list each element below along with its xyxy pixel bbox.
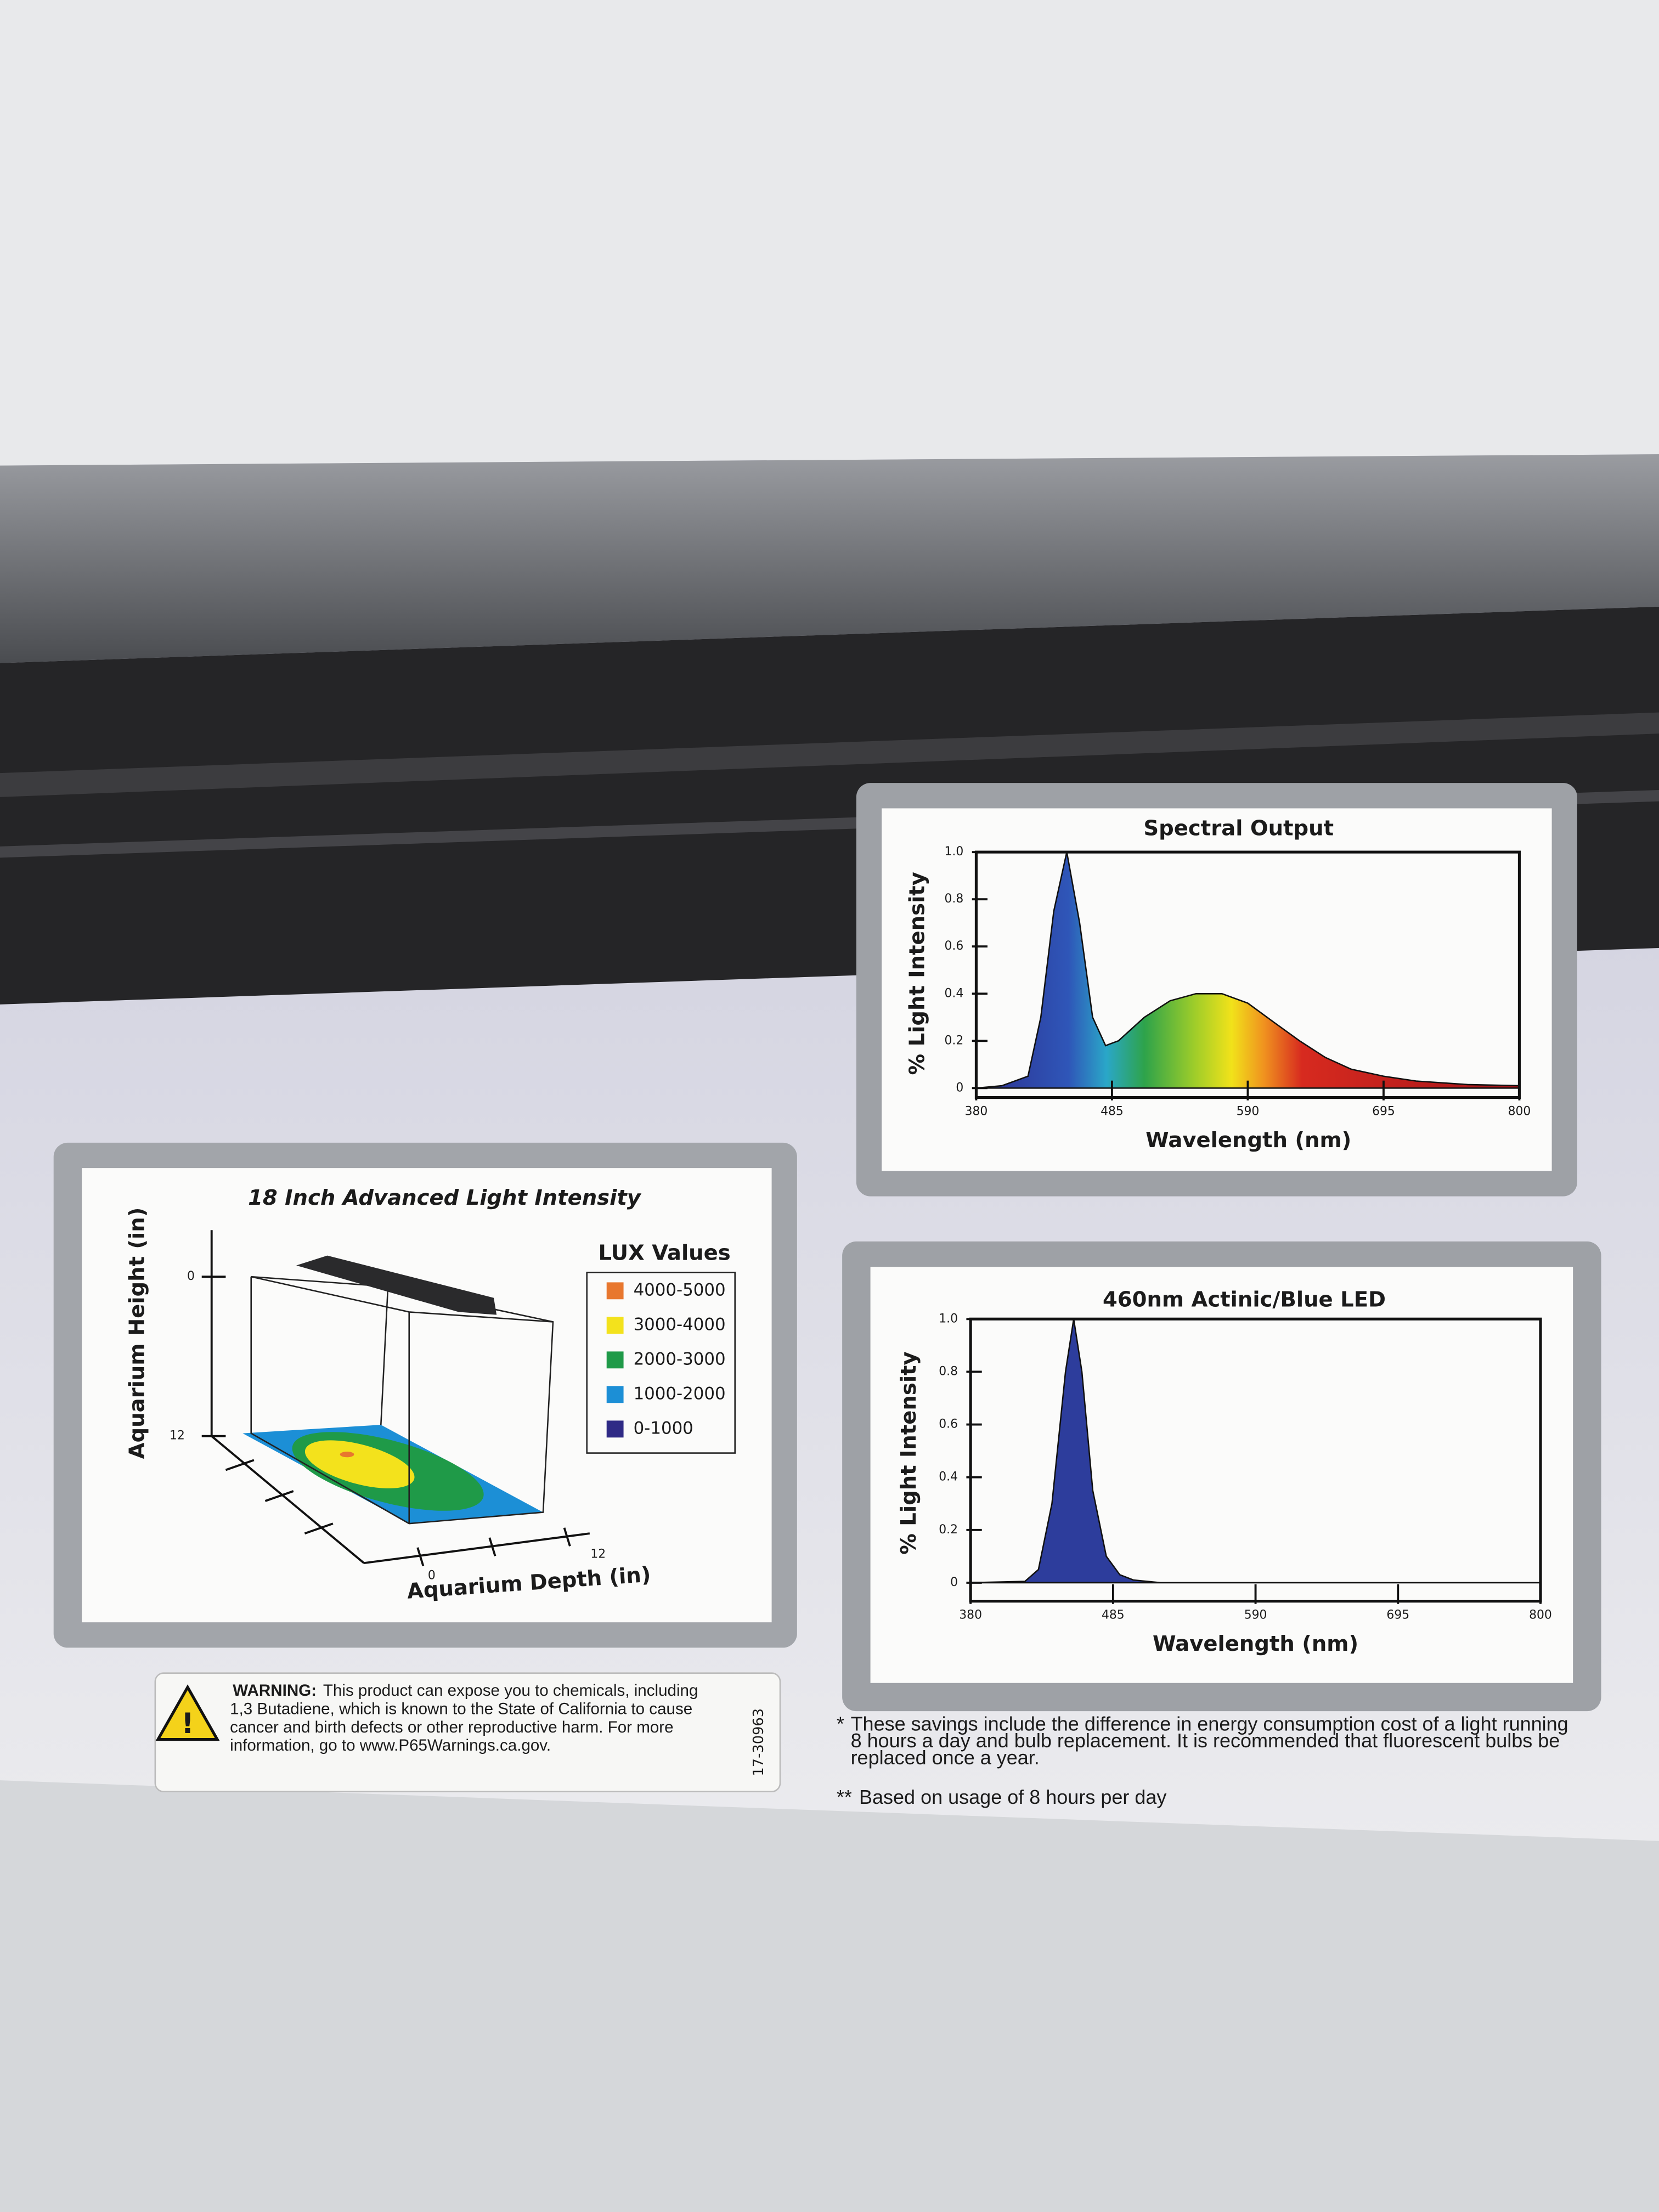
- legend-label: 3000-4000: [634, 1314, 726, 1334]
- legend-label: 4000-5000: [634, 1280, 726, 1300]
- warning-icon-mark: !: [181, 1707, 194, 1740]
- tick-label: 0: [187, 1269, 195, 1283]
- footnote-line: Based on usage of 8 hours per day: [859, 1786, 1166, 1808]
- x-tick-label: 800: [1508, 1104, 1531, 1118]
- y-tick-label: 0.4: [945, 986, 964, 1000]
- y-tick-label: 0.2: [939, 1523, 958, 1537]
- x-tick-label: 485: [1102, 1608, 1125, 1622]
- y-tick-label: 0.6: [945, 939, 964, 953]
- tick: [416, 1547, 425, 1566]
- footnote-line: replaced once a year.: [851, 1746, 1040, 1769]
- chart-title: Spectral Output: [1143, 816, 1334, 841]
- legend-label: 2000-3000: [634, 1349, 726, 1369]
- heatmap-zone: [340, 1452, 354, 1458]
- fixture-ridge: [0, 712, 1659, 797]
- footnote-line: 8 hours a day and bulb replacement. It i…: [851, 1729, 1560, 1752]
- y-tick-label: 0: [950, 1576, 958, 1589]
- x-tick-label: 380: [965, 1104, 988, 1118]
- tick: [264, 1490, 294, 1502]
- warning-label: WARNING:: [233, 1681, 317, 1700]
- charts: Spectral Output Wavelength (nm) % Light In…: [896, 816, 1552, 1656]
- spectrum-area: [975, 851, 1520, 1089]
- footnote-marker: *: [837, 1712, 844, 1735]
- tick: [563, 1527, 571, 1547]
- warning-text: WARNING: This product can expose you to c…: [230, 1681, 698, 1754]
- axis-label: Aquarium Height (in): [125, 1207, 150, 1459]
- x-tick-label: 485: [1101, 1104, 1124, 1118]
- axis: [364, 1532, 590, 1565]
- warning-line: cancer and birth defects or other reprod…: [230, 1718, 673, 1736]
- axis: [211, 1435, 365, 1564]
- footnote-marker: **: [837, 1786, 852, 1808]
- code: 17-30963: [751, 1708, 767, 1776]
- legend-swatch: [606, 1282, 624, 1300]
- legend-swatch: [606, 1386, 624, 1403]
- x-tick-label: 800: [1529, 1608, 1552, 1622]
- legend-swatch: [606, 1317, 624, 1334]
- y-tick-label: 0.8: [945, 892, 964, 906]
- legend-title: LUX Values: [599, 1241, 731, 1266]
- chart-title: 460nm Actinic/Blue LED: [1103, 1287, 1386, 1312]
- warning-icon: [155, 1684, 220, 1741]
- axis-label: Wavelength (nm): [1153, 1632, 1358, 1656]
- fixture: [296, 1255, 497, 1315]
- tank: [380, 1286, 389, 1425]
- y-tick-label: 0.4: [939, 1470, 958, 1484]
- tick: [225, 1459, 255, 1471]
- tank: [250, 1276, 554, 1525]
- y-tick-label: 0.6: [939, 1418, 958, 1431]
- warning-box: [154, 1672, 781, 1792]
- y-tick-label: 0.2: [945, 1034, 964, 1047]
- tick-label: 12: [590, 1548, 606, 1561]
- y-tick-label: 0: [956, 1081, 963, 1094]
- y-tick-label: 0.8: [939, 1364, 958, 1378]
- tick: [304, 1522, 334, 1534]
- warning-line: This product can expose you to chemicals…: [323, 1681, 698, 1700]
- x-tick-label: 380: [959, 1608, 982, 1622]
- panel-inner: [82, 1168, 772, 1623]
- legend-box: [586, 1272, 736, 1454]
- warning-line: information, go to www.P65Warnings.ca.go…: [230, 1736, 551, 1754]
- legend-swatch: [606, 1351, 624, 1369]
- panel-inner: [882, 808, 1552, 1171]
- footnote-line: These savings include the difference in …: [851, 1712, 1568, 1735]
- box-top: [0, 454, 1659, 663]
- panel-title: 18 Inch Advanced Light Intensity: [248, 1186, 642, 1210]
- legend-label: 0-1000: [634, 1418, 693, 1438]
- x-tick-label: 590: [1237, 1104, 1260, 1118]
- tick: [488, 1537, 496, 1556]
- tick-label: 12: [170, 1429, 185, 1443]
- panel-inner: [870, 1267, 1573, 1683]
- heatmap-zone: [304, 1440, 415, 1488]
- x-tick-label: 695: [1372, 1104, 1395, 1118]
- warning-line: 1,3 Butadiene, which is known to the Sta…: [230, 1700, 692, 1718]
- footnotes: * These savings include the difference in…: [837, 1712, 1568, 1808]
- axis-label: Wavelength (nm): [1146, 1128, 1351, 1153]
- tick-label: 0: [428, 1568, 436, 1582]
- legend-swatch: [606, 1420, 624, 1438]
- x-tick-label: 590: [1244, 1608, 1267, 1622]
- axis-label: % Light Intensity: [896, 1351, 921, 1554]
- legend-label: 1000-2000: [634, 1384, 726, 1403]
- y-tick-label: 1.0: [939, 1312, 958, 1325]
- legend: 4000-5000 3000-4000 2000-3000 1000-2000 0-10…: [606, 1280, 726, 1438]
- axis-label: % Light Intensity: [905, 872, 930, 1075]
- y-tick-label: 1.0: [945, 845, 964, 859]
- x-tick-label: 695: [1386, 1608, 1409, 1622]
- table: [0, 1780, 1659, 2212]
